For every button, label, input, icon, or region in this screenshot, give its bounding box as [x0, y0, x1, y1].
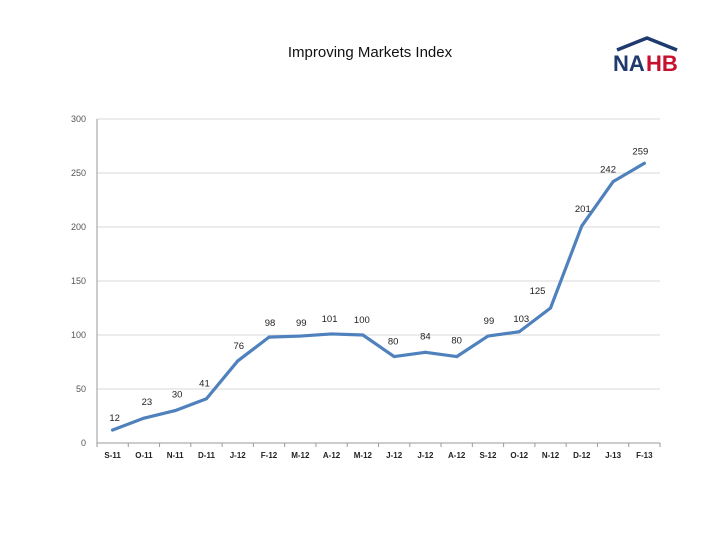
x-tick-label: A-12: [448, 451, 466, 460]
x-tick-label: S-12: [480, 451, 497, 460]
data-point: [298, 334, 302, 338]
y-tick-label: 0: [81, 438, 86, 448]
data-point: [111, 428, 115, 432]
data-point: [204, 397, 208, 401]
data-label: 125: [530, 286, 546, 297]
data-point: [611, 180, 615, 184]
x-axis: S-11 O-11 N-11 D-11 J-12 F-12 M-12 A-12 M-12 J-12…: [96, 443, 661, 460]
data-label: 201: [575, 204, 591, 215]
data-label: 80: [388, 337, 399, 348]
y-tick-label: 150: [71, 276, 86, 286]
data-point: [236, 359, 240, 363]
nahb-logo: NA HB: [613, 36, 678, 74]
svg-text:NA: NA: [613, 51, 645, 74]
data-label: 101: [322, 314, 338, 325]
x-tick-label: O-12: [510, 451, 528, 460]
data-label: 76: [233, 341, 244, 352]
data-label: 259: [632, 146, 648, 157]
data-label: 100: [354, 315, 370, 326]
x-tick-label: M-12: [291, 451, 310, 460]
data-label: 242: [600, 165, 616, 176]
data-point: [330, 332, 334, 336]
data-point: [486, 334, 490, 338]
y-tick-label: 200: [71, 222, 86, 232]
chart-title: Improving Markets Index: [287, 44, 453, 61]
data-label: 84: [420, 331, 431, 342]
x-tick-label: D-12: [573, 451, 591, 460]
svg-text:HB: HB: [646, 51, 678, 74]
data-label: 99: [296, 318, 307, 329]
data-point: [580, 224, 584, 228]
x-tick-label: A-12: [323, 451, 341, 460]
data-point: [549, 306, 553, 310]
data-label: 12: [109, 413, 120, 424]
data-point: [423, 350, 427, 354]
x-tick-label: O-11: [135, 451, 153, 460]
data-label: 30: [172, 390, 183, 401]
data-point: [517, 330, 521, 334]
logo-roof: [616, 36, 678, 52]
x-tick-label: F-13: [636, 451, 653, 460]
x-tick-label: N-12: [542, 451, 560, 460]
x-tick-label: J-12: [230, 451, 247, 460]
data-label: 98: [265, 318, 276, 329]
data-point: [455, 355, 459, 359]
data-label: 23: [142, 397, 153, 408]
x-tick-label: J-12: [417, 451, 434, 460]
x-tick-label: J-13: [605, 451, 622, 460]
series-line-path: [111, 161, 646, 432]
x-tick-label: J-12: [386, 451, 403, 460]
data-point: [267, 335, 271, 339]
y-tick-label: 100: [71, 330, 86, 340]
x-tick-label: N-11: [167, 451, 184, 460]
y-axis: 0 50 100 150 200 250 300: [71, 114, 98, 448]
data-label: 80: [451, 336, 462, 347]
data-label: 103: [513, 314, 529, 325]
data-point: [392, 355, 396, 359]
x-tick-label: F-12: [261, 451, 278, 460]
data-point: [361, 333, 365, 337]
y-tick-label: 300: [71, 114, 86, 124]
x-tick-label: S-11: [104, 451, 121, 460]
data-point: [642, 161, 646, 165]
data-labels: 12 23 30 41 76 98 99 101 100 80 84 80 99 103 125 201 242…: [109, 146, 648, 424]
x-tick-label: M-12: [354, 451, 373, 460]
data-label: 99: [484, 316, 495, 327]
series-line: [111, 161, 646, 432]
y-tick-label: 50: [76, 384, 86, 394]
x-tick-label: D-11: [198, 451, 215, 460]
data-label: 41: [199, 379, 210, 390]
data-point: [142, 416, 146, 420]
data-point: [173, 409, 177, 413]
y-tick-label: 250: [71, 168, 86, 178]
